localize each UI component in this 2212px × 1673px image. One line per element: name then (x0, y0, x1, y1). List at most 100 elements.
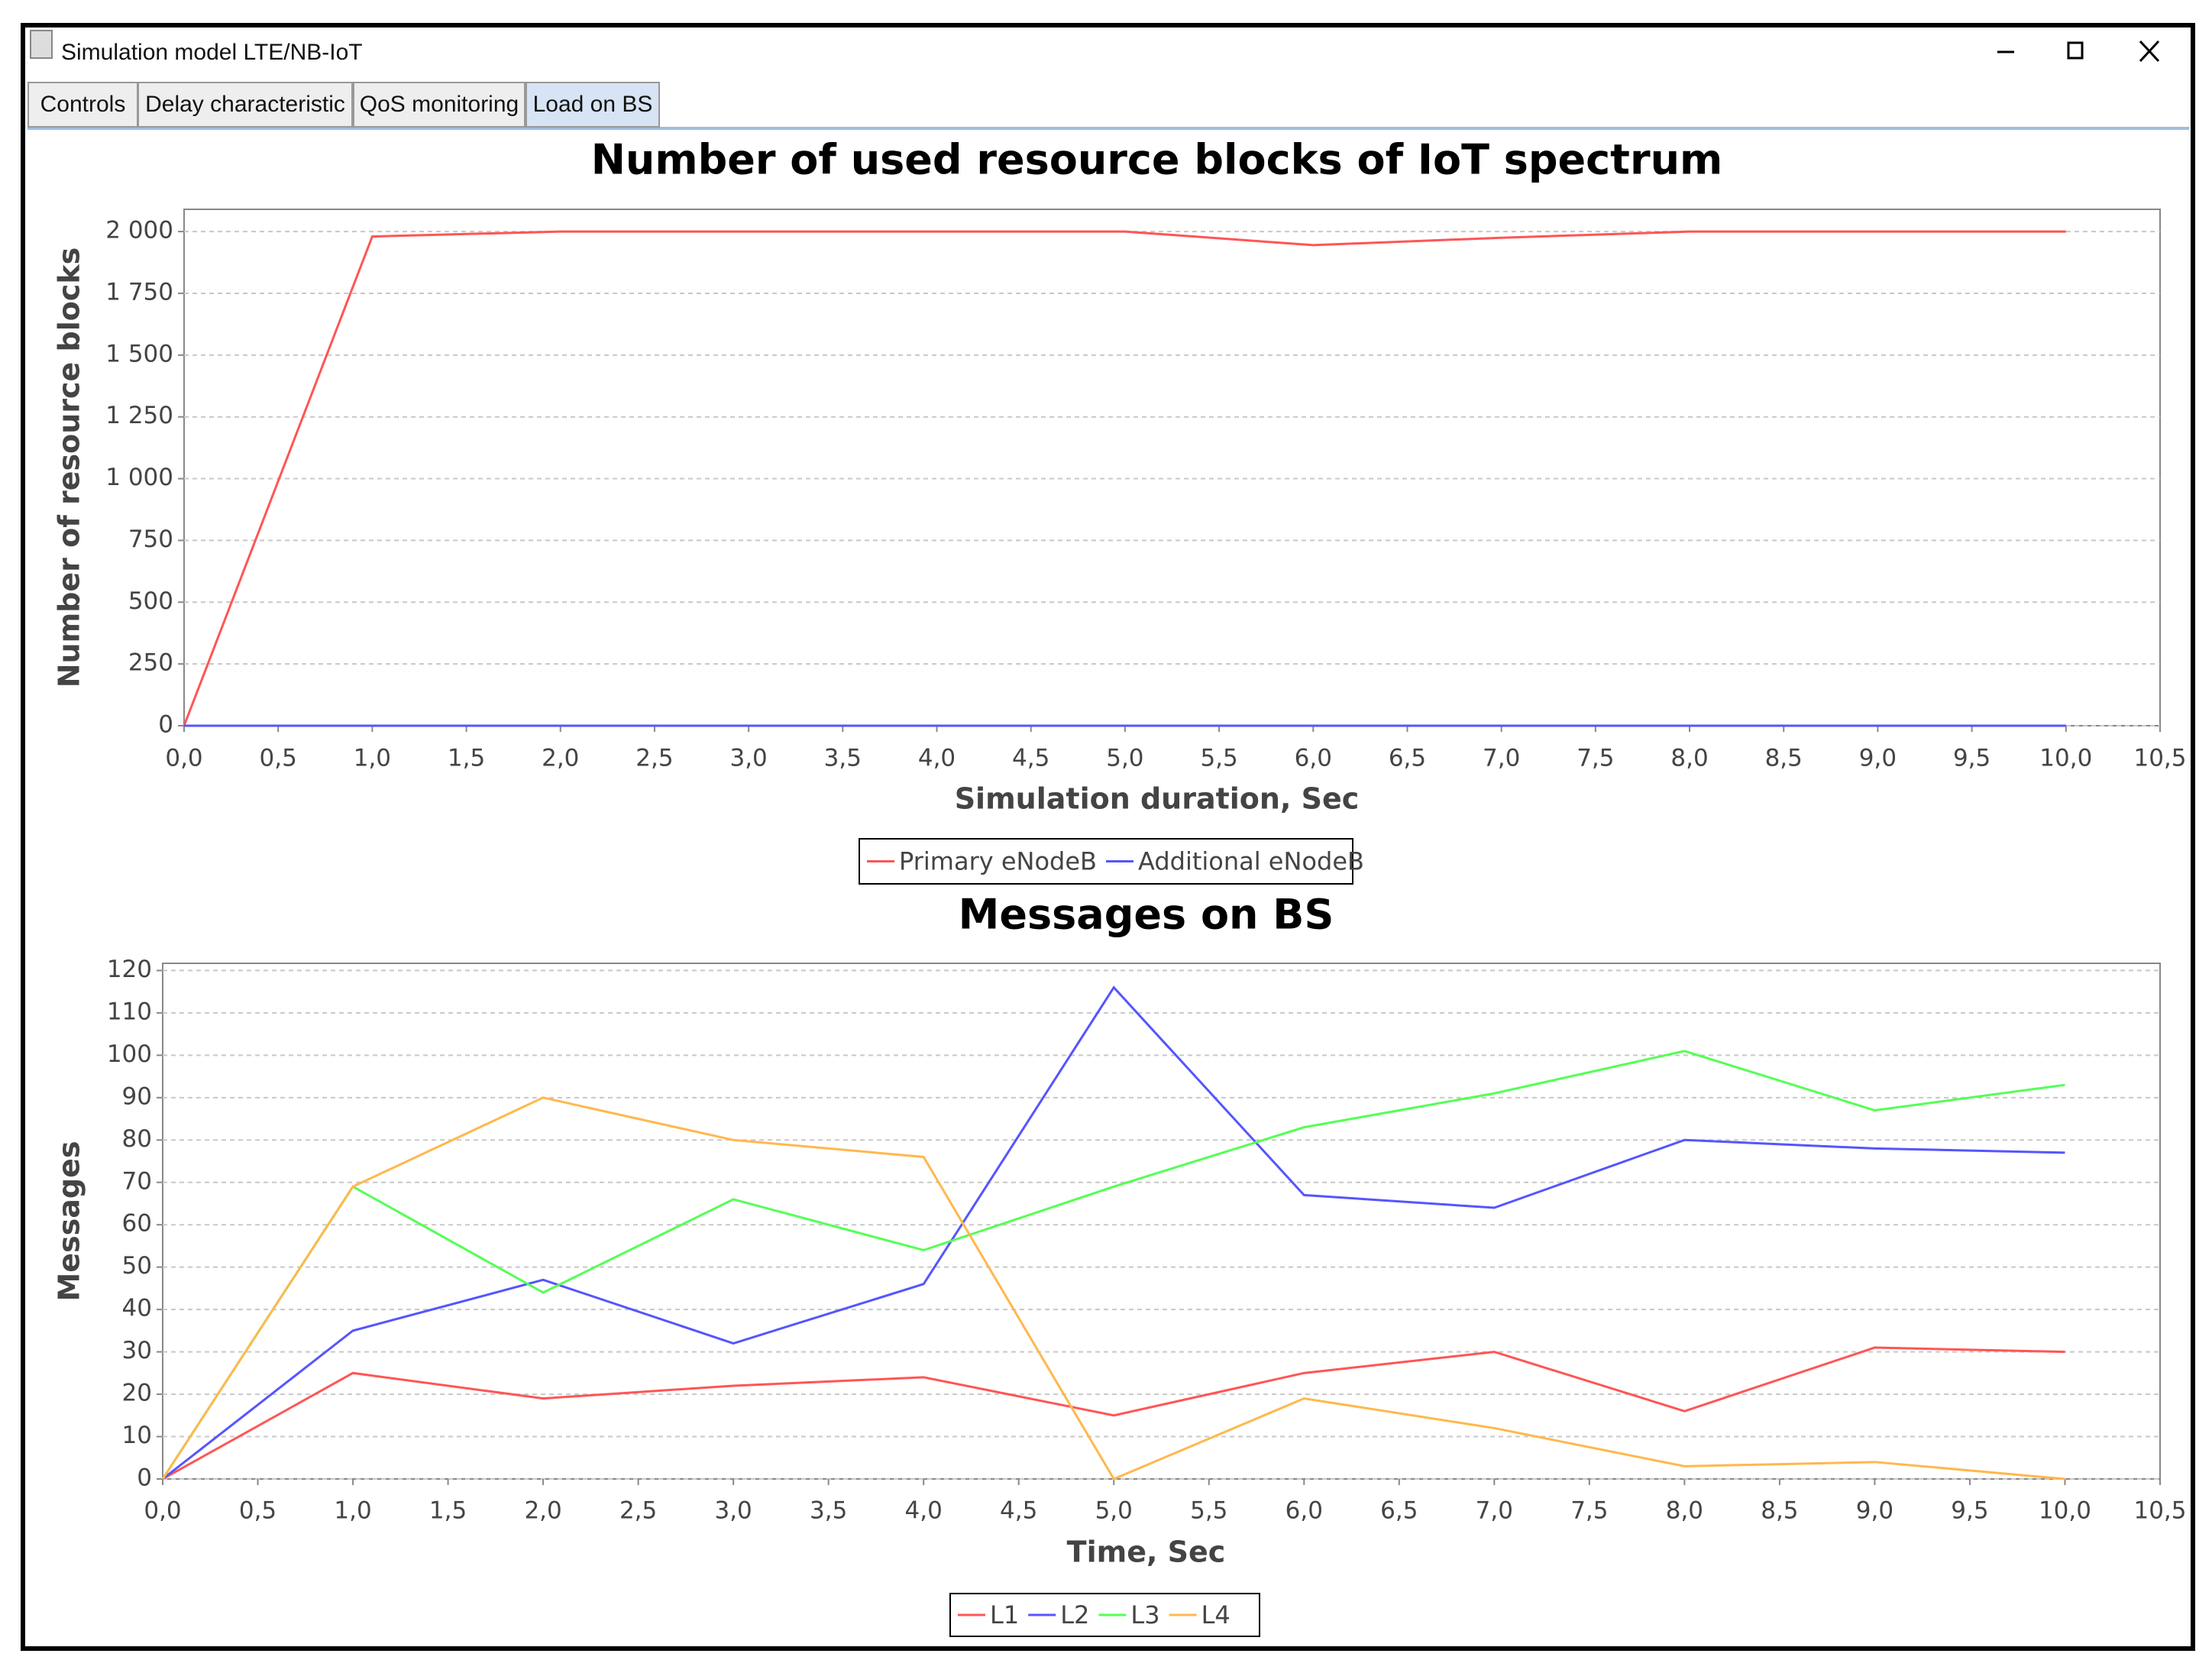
x-tick-label: 6,5 (1380, 1497, 1418, 1525)
x-tick-label: 0,0 (165, 745, 202, 772)
chart-title: Messages on BS (959, 891, 1334, 939)
x-tick-label: 7,0 (1483, 745, 1520, 772)
tab-label[interactable]: Controls (40, 92, 126, 117)
x-tick-label: 10,5 (2133, 745, 2186, 772)
y-tick-label: 90 (122, 1082, 152, 1110)
x-tick-label: 6,5 (1389, 745, 1426, 772)
x-tick-label: 10,5 (2133, 1497, 2186, 1525)
x-tick-label: 5,5 (1200, 745, 1237, 772)
x-tick-label: 10,0 (2039, 745, 2092, 772)
x-tick-label: 3,5 (824, 745, 862, 772)
y-tick-label: 80 (122, 1125, 152, 1153)
y-tick-label: 1 500 (105, 340, 173, 367)
window-title: Simulation model LTE/NB-IoT (61, 40, 363, 65)
data-line (183, 230, 2066, 726)
x-tick-label: 1,0 (354, 745, 391, 772)
x-tick-label: 8,0 (1670, 745, 1708, 772)
y-tick-label: 10 (122, 1422, 152, 1449)
x-tick-label: 1,5 (429, 1497, 467, 1525)
app-icon (30, 30, 53, 59)
x-tick-label: 9,0 (1856, 1497, 1893, 1525)
legend-label: L4 (1201, 1600, 1231, 1629)
legend-box (859, 838, 1353, 885)
y-tick-label: 50 (122, 1252, 152, 1280)
x-tick-label: 4,5 (1012, 745, 1049, 772)
x-axis-label: Simulation duration, Sec (955, 782, 1360, 816)
plot-area (183, 209, 2161, 726)
tab[interactable] (353, 82, 526, 128)
y-tick-label: 40 (122, 1295, 152, 1322)
x-tick-label: 3,5 (810, 1497, 847, 1525)
legend-label: Additional eNodeB (1138, 847, 1364, 876)
y-tick-label: 1 000 (105, 464, 173, 491)
x-tick-label: 5,0 (1095, 1497, 1133, 1525)
x-tick-label: 10,0 (2039, 1497, 2091, 1525)
x-tick-label: 2,0 (524, 1497, 561, 1525)
x-tick-label: 8,0 (1666, 1497, 1703, 1525)
y-tick-label: 70 (122, 1167, 152, 1195)
chart: Messages on BS 0 10 20 30 40 50 60 70 80 90 100 110 1… (53, 891, 2187, 1637)
y-tick-label: 250 (128, 649, 173, 677)
x-tick-label: 8,5 (1761, 1497, 1798, 1525)
x-tick-label: 7,5 (1577, 745, 1614, 772)
x-tick-label: 0,5 (260, 745, 297, 772)
tab-label[interactable]: Delay characteristic (145, 92, 345, 117)
legend-label: L2 (1060, 1600, 1089, 1629)
y-tick-label: 1 250 (105, 402, 173, 429)
y-tick-label: 100 (107, 1040, 152, 1068)
x-tick-label: 2,5 (619, 1497, 657, 1525)
y-tick-label: 120 (107, 956, 152, 983)
y-tick-label: 60 (122, 1210, 152, 1238)
x-tick-label: 9,5 (1951, 1497, 1988, 1525)
x-tick-label: 2,0 (542, 745, 579, 772)
x-tick-label: 1,5 (448, 745, 485, 772)
y-tick-label: 1 750 (105, 278, 173, 306)
y-tick-label: 2 000 (105, 217, 173, 244)
x-tick-label: 4,0 (905, 1497, 943, 1525)
x-tick-label: 4,0 (918, 745, 956, 772)
x-tick-label: 3,0 (729, 745, 767, 772)
y-tick-label: 110 (107, 998, 152, 1025)
y-tick-label: 750 (128, 526, 173, 553)
x-axis-label: Time, Sec (1067, 1535, 1226, 1569)
chart-title: Number of used resource blocks of IoT sp… (591, 136, 1723, 184)
x-tick-label: 5,5 (1190, 1497, 1227, 1525)
legend: Primary eNodeB Additional eNodeB (859, 838, 1364, 885)
y-tick-label: 0 (158, 711, 173, 739)
x-tick-label: 1,0 (334, 1497, 371, 1525)
y-tick-label: 20 (122, 1380, 152, 1407)
y-tick-label: 500 (128, 587, 173, 615)
chart: Number of used resource blocks of IoT sp… (53, 136, 2187, 885)
y-tick-label: 30 (122, 1337, 152, 1364)
close-button[interactable] (2139, 40, 2160, 63)
x-tick-label: 8,5 (1765, 745, 1803, 772)
x-tick-label: 6,0 (1285, 1497, 1323, 1525)
data-line (161, 1050, 2065, 1480)
legend-label: L3 (1130, 1600, 1159, 1629)
legend-label: L1 (990, 1600, 1019, 1629)
x-tick-label: 0,0 (144, 1497, 181, 1525)
x-tick-label: 2,5 (635, 745, 673, 772)
x-tick-label: 7,5 (1570, 1497, 1608, 1525)
x-tick-label: 7,0 (1476, 1497, 1513, 1525)
y-axis-label: Number of resource blocks (53, 248, 86, 688)
x-tick-label: 5,0 (1106, 745, 1143, 772)
x-tick-label: 9,0 (1859, 745, 1897, 772)
legend-label: Primary eNodeB (899, 847, 1097, 876)
data-line (162, 1346, 2065, 1480)
data-line (162, 985, 2065, 1480)
tab-label[interactable]: QoS monitoring (360, 92, 519, 117)
x-tick-label: 3,0 (714, 1497, 752, 1525)
tab[interactable] (27, 82, 138, 128)
legend: L1 L2 L3 L4 (949, 1593, 1260, 1637)
x-tick-label: 0,5 (239, 1497, 276, 1525)
x-tick-label: 9,5 (1953, 745, 1990, 772)
tab[interactable] (137, 82, 353, 128)
x-tick-label: 4,5 (1000, 1497, 1037, 1525)
tab-label[interactable]: Load on BS (533, 92, 653, 117)
tab[interactable] (526, 82, 660, 128)
restore-button[interactable] (2067, 41, 2084, 60)
x-tick-label: 6,0 (1295, 745, 1332, 772)
y-tick-label: 0 (137, 1464, 152, 1492)
